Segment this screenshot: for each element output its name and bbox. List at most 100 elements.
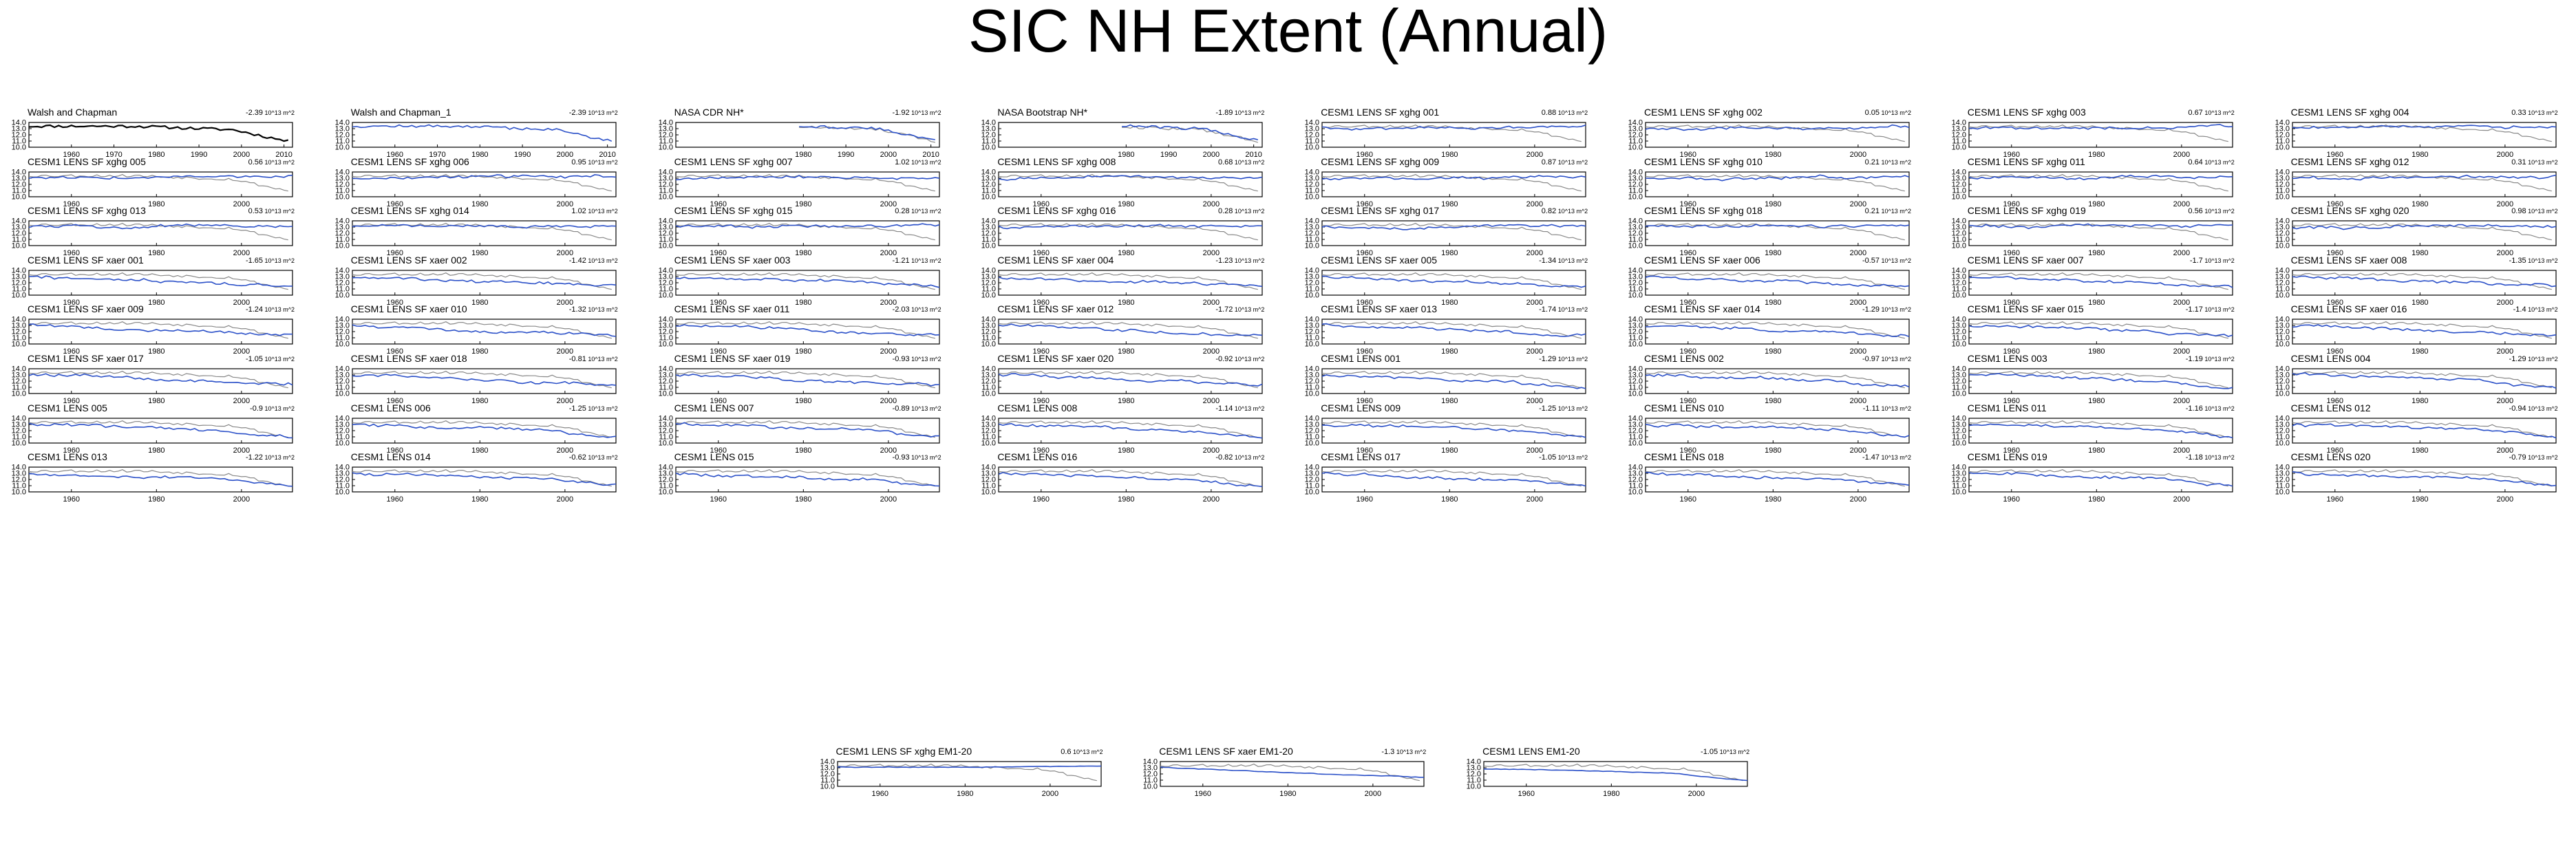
series-line [28,174,293,180]
y-tick-label: 12.0 [1951,328,1966,336]
y-tick-label: 14.0 [1628,316,1643,324]
x-tick-label: 1980 [1118,200,1134,208]
trend-label: -1.29 10^13 m^2 [1862,304,1911,315]
y-tick-label: 12.0 [1305,131,1319,140]
y-tick-label: 10.0 [981,341,996,349]
chart-panel: CESM1 LENS SF xaer 002 -1.42 10^13 m^2 10.… [323,255,626,341]
panel-title: CESM1 LENS SF xghg 018 [1644,205,1763,217]
y-tick-label: 10.0 [981,390,996,398]
x-tick-label: 1980 [148,249,164,257]
trend-label: -0.62 10^13 m^2 [569,452,618,463]
trend-label: -1.16 10^13 m^2 [2186,403,2235,414]
plot-frame [28,171,293,197]
y-tick-label: 11.0 [335,433,350,441]
y-tick-label: 12.0 [2275,131,2289,140]
y-tick-label: 12.0 [1305,328,1319,336]
y-tick-label: 12.0 [820,771,834,779]
plot-frame [2291,171,2557,197]
series-line [1322,423,1586,438]
panel-plot: 10.011.012.013.014.0 1960 1980 2000 [658,217,940,257]
x-tick-label: 2000 [233,397,250,405]
x-tick-label: 1960 [1033,446,1050,455]
y-tick-label: 10.0 [12,242,26,250]
trend-value: -1.16 [2185,404,2203,413]
x-tick-label: 2000 [233,495,250,504]
y-tick-label: 10.0 [2275,488,2289,497]
x-tick-label: 1960 [710,446,726,455]
x-tick-label: 2000 [1203,200,1220,208]
reference-line [2292,469,2552,487]
plot-frame [352,220,617,246]
y-tick-label: 10.0 [12,488,26,497]
y-tick-label: 10.0 [658,390,672,398]
x-tick-label: 2000 [1850,397,1866,405]
plot-frame [28,466,293,493]
x-tick-label: 1980 [1765,495,1781,504]
x-tick-label: 1980 [957,790,973,798]
plot-frame [1968,220,2233,246]
y-tick-label: 12.0 [1951,378,1966,386]
series-line [28,124,289,142]
plot-frame [2291,368,2557,394]
series-line [1968,223,2233,230]
series-line [2292,275,2556,288]
trend-label: 0.88 10^13 m^2 [1542,107,1588,118]
series-line [675,422,939,438]
x-tick-label: 2000 [2496,446,2513,455]
x-tick-label: 2000 [2496,249,2513,257]
panel-plot: 10.011.012.013.014.0 1960 1980 2000 [1951,217,2233,257]
series-line [352,173,616,180]
plot-frame [674,270,940,296]
y-tick-label: 11.0 [1628,186,1643,195]
chart-panel: CESM1 LENS SF xghg 002 0.05 10^13 m^2 10.0… [1617,107,1919,193]
x-tick-label: 2000 [880,151,896,159]
y-tick-label: 11.0 [335,236,350,244]
x-tick-label: 1960 [1033,347,1050,356]
y-tick-label: 12.0 [2275,476,2289,484]
trend-label: -1.24 10^13 m^2 [246,304,295,315]
trend-label: -1.11 10^13 m^2 [1863,403,1911,414]
panel-title: CESM1 LENS 009 [1321,402,1401,413]
chart-panel: CESM1 LENS 004 -1.29 10^13 m^2 10.0 11.0 12.… [2264,353,2566,439]
trend-value: 0.68 [1217,158,1233,166]
trend-unit: 10^13 m^2 [586,158,618,166]
x-tick-label: 1960 [1033,200,1050,208]
chart-panel: CESM1 LENS SF xaer 010 -1.32 10^13 m^2 10.… [323,303,626,389]
panel-plot: 10.011.012.013.014.0 1980 1990 2000 2010 [658,119,940,159]
y-tick-label: 11.0 [335,285,350,293]
y-tick-label: 11.0 [1144,777,1158,785]
y-tick-label: 14.0 [1305,217,1319,226]
y-tick-label: 12.0 [658,131,672,140]
y-tick-label: 11.0 [335,138,350,146]
trend-unit: 10^13 m^2 [1556,356,1588,363]
trend-label: -0.97 10^13 m^2 [1862,354,1911,365]
trend-unit: 10^13 m^2 [1394,748,1427,755]
y-tick-label: 10.0 [12,193,26,201]
reference-line [1645,173,1905,191]
y-tick-label: 14.0 [1951,217,1966,226]
chart-panel: CESM1 LENS 013 -1.22 10^13 m^2 10.0 11.0 12.… [0,451,303,537]
panel-plot: 10.011.012.013.014.0 1960 1980 2000 [1305,119,1586,159]
x-tick-label: 1960 [63,299,80,307]
panel-plot: 10.011.012.013.014.0 1960 1980 2000 [334,266,617,307]
y-tick-label: 12.0 [1305,476,1319,484]
chart-panel: CESM1 LENS SF xaer 020 -0.92 10^13 m^2 10.… [970,353,1273,439]
trend-value: -0.97 [1862,355,1880,363]
trend-value: 0.56 [248,158,264,166]
series-line [2292,174,2556,180]
x-tick-label: 1960 [1680,200,1696,208]
x-tick-label: 1960 [1518,790,1535,798]
panel-title: CESM1 LENS SF xaer 015 [1967,303,2084,315]
series-line [1322,472,1586,487]
panel-plot: 10.011.012.013.014.0 1960 1980 2000 [658,316,940,356]
y-tick-label: 10.0 [981,193,996,201]
x-tick-label: 1960 [710,299,726,307]
x-tick-label: 2000 [233,200,250,208]
reference-line [28,321,288,339]
x-tick-label: 2000 [2173,299,2189,307]
chart-panel: CESM1 LENS SF xaer 013 -1.74 10^13 m^2 10.… [1293,303,1596,389]
y-tick-label: 14.0 [1628,217,1643,226]
panel-plot: 10.011.012.013.014.0 1960 1980 2000 [1951,168,2233,208]
x-tick-label: 1960 [386,347,403,356]
trend-unit: 10^13 m^2 [1556,158,1588,166]
